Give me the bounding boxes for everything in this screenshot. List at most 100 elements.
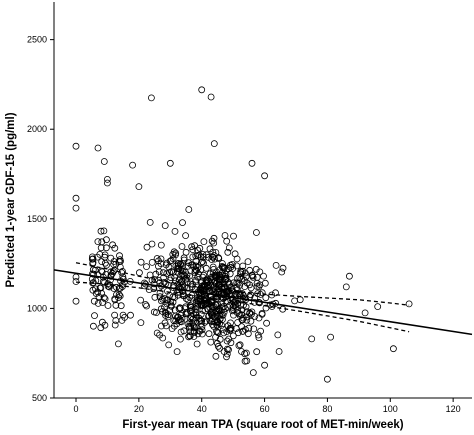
data-point	[227, 263, 235, 271]
data-point	[236, 341, 244, 349]
data-point	[255, 283, 263, 290]
data-point	[223, 345, 231, 353]
data-point	[236, 270, 244, 278]
data-points	[72, 86, 413, 383]
data-point	[221, 232, 229, 239]
data-point	[194, 273, 202, 281]
data-point	[155, 276, 163, 284]
data-point	[216, 344, 224, 352]
data-point	[226, 281, 234, 288]
data-point	[94, 238, 102, 246]
data-point	[342, 283, 350, 291]
data-point	[251, 312, 259, 320]
data-point	[172, 249, 180, 257]
data-point	[109, 241, 116, 249]
data-point	[89, 259, 97, 267]
data-point	[185, 259, 193, 267]
data-point	[167, 302, 175, 310]
data-point	[213, 327, 220, 335]
y-axis-title: Predicted 1-year GDF-15 (pg/ml)	[5, 112, 17, 287]
data-point	[196, 327, 204, 335]
data-point	[115, 291, 123, 299]
data-point	[129, 161, 137, 169]
data-point	[223, 353, 230, 361]
data-point	[180, 271, 188, 279]
data-point	[101, 321, 109, 329]
data-point	[166, 159, 174, 167]
data-point	[96, 284, 104, 292]
data-point	[104, 179, 111, 187]
data-point	[219, 325, 227, 333]
data-point	[189, 280, 197, 288]
data-point	[89, 286, 97, 294]
data-point	[120, 278, 128, 286]
data-point	[91, 312, 98, 320]
data-point	[187, 302, 195, 310]
data-point	[190, 333, 198, 340]
data-point	[107, 268, 115, 276]
data-point	[199, 250, 207, 258]
data-point	[153, 329, 161, 337]
data-point	[327, 333, 335, 341]
data-point	[161, 222, 169, 230]
data-point	[72, 204, 80, 212]
data-point	[116, 292, 124, 300]
data-point	[119, 283, 126, 291]
data-point	[177, 328, 185, 336]
data-point	[205, 330, 213, 338]
data-point	[111, 296, 119, 304]
data-point	[208, 256, 216, 263]
data-point	[111, 244, 119, 252]
data-point	[145, 286, 153, 294]
data-point	[72, 278, 80, 285]
data-point	[233, 284, 241, 291]
data-point	[252, 229, 260, 236]
data-point	[222, 276, 229, 284]
data-point	[165, 341, 173, 349]
data-point	[208, 277, 215, 285]
data-point	[226, 270, 234, 278]
data-point	[189, 246, 197, 254]
data-point	[296, 296, 304, 304]
data-point	[216, 335, 224, 343]
data-point	[90, 270, 97, 278]
data-point	[95, 293, 103, 301]
data-point	[224, 248, 232, 256]
data-point	[232, 303, 240, 311]
data-point	[90, 279, 97, 286]
data-point	[190, 310, 198, 318]
data-point	[192, 262, 200, 270]
data-point	[186, 280, 194, 288]
data-point	[193, 340, 201, 348]
data-point	[272, 289, 279, 297]
data-point	[215, 255, 223, 263]
data-point	[213, 310, 221, 318]
data-point	[166, 307, 174, 315]
data-point	[157, 241, 165, 249]
fit-line	[53, 269, 473, 336]
data-point	[230, 311, 237, 319]
data-point	[249, 369, 257, 377]
data-point	[98, 268, 106, 276]
data-point	[153, 255, 161, 262]
data-point	[110, 258, 118, 265]
data-point	[137, 296, 145, 304]
upper-ci-line	[75, 262, 410, 306]
data-point	[238, 348, 245, 355]
data-point	[242, 303, 250, 311]
data-point	[208, 237, 216, 245]
data-point	[291, 297, 299, 305]
data-point	[189, 321, 197, 329]
data-point	[179, 292, 187, 299]
data-point	[89, 279, 97, 287]
data-point	[104, 302, 112, 309]
data-point	[182, 248, 190, 256]
data-point	[210, 140, 218, 148]
data-point	[162, 261, 170, 269]
data-point	[157, 255, 165, 263]
data-point	[405, 300, 413, 308]
data-point	[182, 232, 190, 240]
data-point	[219, 263, 226, 271]
data-point	[223, 237, 231, 245]
data-point	[167, 274, 175, 282]
